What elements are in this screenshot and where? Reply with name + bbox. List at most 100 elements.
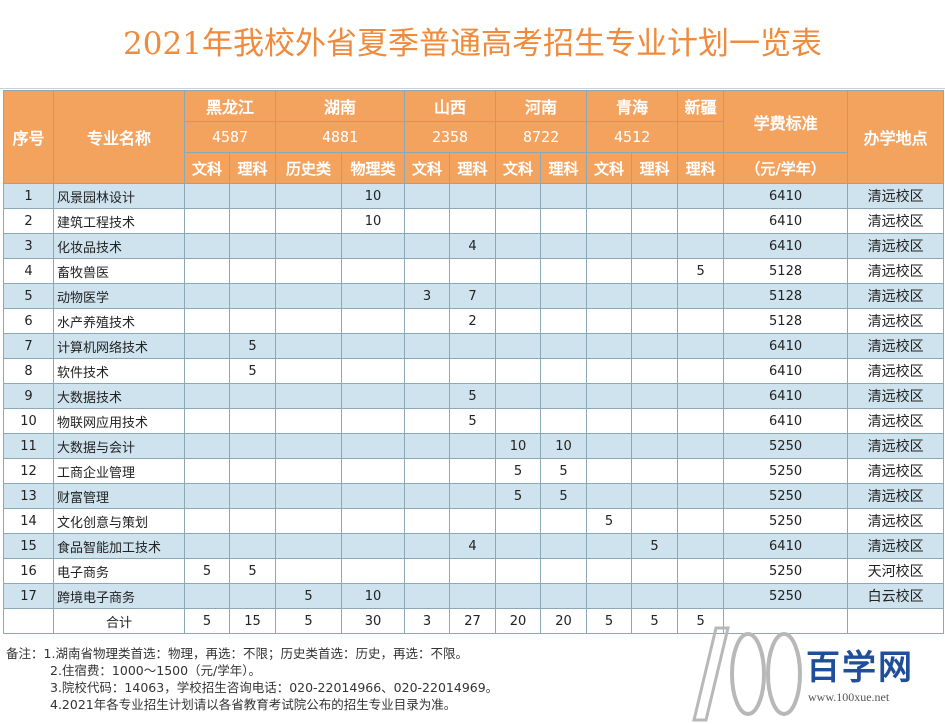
row-quota [404,558,451,584]
row-quota [586,208,633,234]
row-quota [404,183,451,209]
row-quota [631,208,679,234]
row-quota [228,433,277,459]
row-quota [586,458,633,484]
note-item: 3.院校代码：14063，学校招生咨询电话：020-22014966、020-2… [50,680,499,695]
row-quota [495,283,542,309]
row-quota: 5 [449,408,497,434]
row-major-name: 物联网应用技术 [53,408,185,434]
header-subject: 文科 [586,152,633,184]
row-quota [677,208,725,234]
row-quota [677,183,725,209]
table-row: 4 畜牧兽医 5 5128 清远校区 [3,258,945,284]
row-quota: 4 [449,533,497,559]
row-location: 清远校区 [847,333,945,359]
note-item: 4.2021年各专业招生计划请以各省教育考试院公布的招生专业目录为准。 [50,697,457,712]
row-quota [275,558,343,584]
row-quota [449,508,497,534]
row-quota [449,433,497,459]
row-quota [495,533,542,559]
table-row: 8 软件技术 5 6410 清远校区 [3,358,945,384]
header-province: 黑龙江 [183,90,277,122]
watermark-url: www.100xue.net [808,690,890,704]
row-major-name: 建筑工程技术 [53,208,185,234]
total-quota: 20 [540,608,588,634]
row-quota [184,383,230,409]
row-quota: 10 [495,433,542,459]
row-quota [449,358,497,384]
header-subject: 历史类 [275,152,343,184]
row-quota [228,483,277,509]
row-quota: 3 [404,283,451,309]
row-seq: 4 [3,258,54,284]
row-quota [677,558,725,584]
row-fee: 5128 [723,258,849,284]
row-location: 天河校区 [847,558,945,584]
row-quota [341,233,406,259]
row-quota [677,383,725,409]
row-quota [495,308,542,334]
row-quota [228,283,277,309]
row-quota [495,258,542,284]
table-row: 7 计算机网络技术 5 6410 清远校区 [3,333,945,359]
row-seq: 12 [3,458,54,484]
row-quota [184,183,230,209]
row-quota [449,558,497,584]
row-quota [540,508,588,534]
row-quota [341,333,406,359]
row-quota [677,408,725,434]
row-quota [631,483,679,509]
row-quota [184,208,230,234]
row-quota [631,383,679,409]
row-quota [631,333,679,359]
row-quota [404,208,451,234]
row-quota [495,408,542,434]
row-quota [184,408,230,434]
row-quota [404,383,451,409]
row-quota [540,183,588,209]
row-quota [677,358,725,384]
row-fee: 6410 [723,333,849,359]
row-major-name: 化妆品技术 [53,233,185,259]
row-quota [184,233,230,259]
row-quota [275,358,343,384]
row-quota [275,408,343,434]
row-quota [404,508,451,534]
total-quota: 5 [586,608,633,634]
row-quota [275,383,343,409]
row-quota [404,358,451,384]
row-location: 清远校区 [847,308,945,334]
row-quota [228,233,277,259]
row-quota [586,533,633,559]
header-fee: 学费标准 [723,90,849,153]
row-quota [586,233,633,259]
row-seq: 6 [3,308,54,334]
header-subject: 文科 [495,152,542,184]
row-quota [631,508,679,534]
row-quota: 4 [449,233,497,259]
header-seq: 序号 [3,90,54,184]
row-quota [228,508,277,534]
row-seq: 3 [3,233,54,259]
row-quota [184,283,230,309]
header-province: 山西 [404,90,497,122]
row-seq: 5 [3,283,54,309]
row-fee: 6410 [723,208,849,234]
row-quota [540,583,588,609]
row-quota [449,183,497,209]
row-major-name: 水产养殖技术 [53,308,185,334]
row-quota [586,308,633,334]
row-quota [495,233,542,259]
row-quota [184,258,230,284]
notes: 备注：1.湖南省物理类首选：物理，再选：不限；历史类首选：历史，再选：不限。 2… [6,645,498,713]
row-quota: 5 [228,358,277,384]
row-quota [228,408,277,434]
row-quota: 5 [228,558,277,584]
row-quota [404,308,451,334]
row-quota [540,558,588,584]
row-quota [184,308,230,334]
header-province-total: 8722 [495,121,588,153]
row-quota: 5 [228,333,277,359]
row-quota [184,433,230,459]
note-item: 2.住宿费：1000～1500（元/学年）。 [50,663,262,678]
